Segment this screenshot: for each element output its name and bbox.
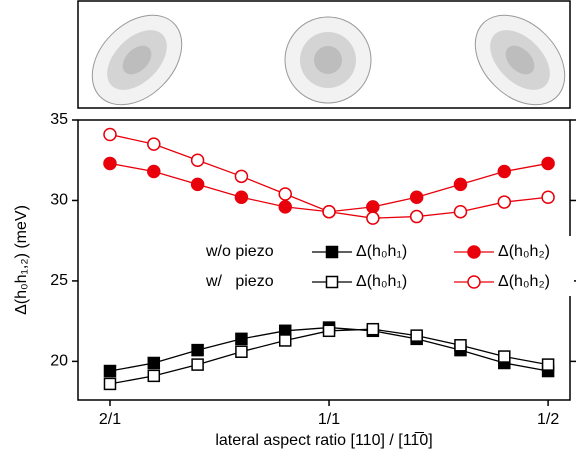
data-point (278, 187, 292, 201)
data-point (191, 343, 204, 357)
y-axis-label: Δ(h₀h₁,₂) (meV) (13, 205, 30, 315)
y-tick-label: 30 (50, 192, 68, 209)
legend: w/o piezo Δ(h₀h₁) Δ(h₀h₂) w/ piezo Δ(h₀h₁) Δ(… (196, 236, 574, 296)
legend-row-label: w/ piezo (205, 273, 274, 290)
data-point (454, 339, 467, 352)
data-point (147, 164, 161, 179)
data-point (409, 190, 424, 204)
x-tick-label: 1/2 (537, 411, 559, 428)
legend-marker (325, 245, 339, 259)
x-tick-label: 1/1 (318, 411, 340, 428)
data-point (541, 358, 555, 371)
y-tick-label: 20 (50, 353, 68, 370)
legend-label: Δ(h₀h₁) (356, 273, 407, 290)
data-point (366, 211, 380, 225)
elongated-dot-left (91, 14, 183, 106)
legend-label: Δ(h₀h₂) (498, 273, 550, 290)
legend-row-label: w/o piezo (205, 243, 274, 260)
data-point (235, 345, 248, 358)
data-point (190, 153, 205, 167)
series-line (109, 162, 549, 213)
data-point (453, 204, 468, 219)
round-dot-center (284, 16, 372, 104)
data-point (410, 329, 423, 342)
data-point (497, 195, 512, 209)
x-axis-label: lateral aspect ratio [110] / [11̅0] (215, 431, 432, 449)
y-tick-label: 25 (50, 272, 68, 289)
data-point (147, 137, 161, 151)
data-point (322, 324, 336, 338)
data-point (366, 200, 380, 214)
data-point (541, 156, 555, 171)
legend-label: Δ(h₀h₁) (356, 243, 407, 260)
data-point (147, 369, 161, 383)
data-point (234, 169, 249, 184)
data-point (366, 322, 380, 336)
data-point (453, 177, 468, 192)
plot: 20 25 30 35 2/1 1/1 1/2 (50, 111, 576, 428)
data-point (278, 200, 292, 214)
data-point (498, 350, 511, 363)
data-point (147, 356, 161, 370)
data-point (278, 334, 292, 347)
legend-marker (467, 245, 481, 259)
data-point (103, 377, 117, 391)
data-point (322, 204, 336, 219)
data-point (235, 332, 248, 346)
data-point (190, 177, 205, 192)
legend-marker (467, 275, 481, 289)
data-point (103, 127, 117, 142)
data-point (541, 190, 555, 204)
legend-box (196, 236, 574, 296)
data-point (103, 156, 117, 171)
data-point (497, 164, 512, 179)
elongated-dot-right (474, 14, 566, 106)
legend-marker (325, 275, 339, 289)
x-tick-label: 2/1 (99, 411, 121, 428)
legend-label: Δ(h₀h₂) (498, 243, 550, 260)
data-point (103, 364, 117, 378)
y-tick-label: 35 (50, 111, 68, 128)
data-point (409, 209, 424, 224)
data-point (191, 358, 204, 371)
data-point (234, 190, 249, 204)
shape-panel (77, 0, 571, 109)
